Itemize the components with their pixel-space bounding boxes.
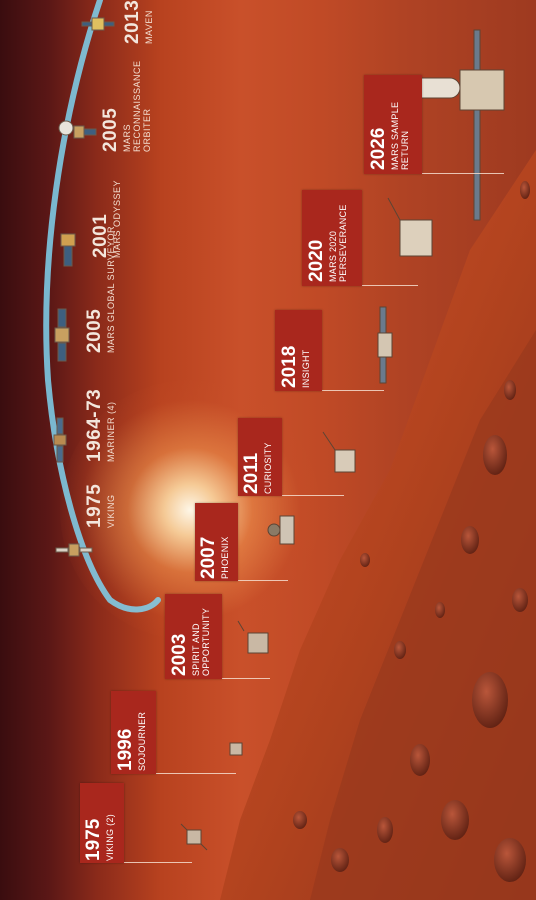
lander-label-viking: 1975 VIKING (2): [80, 783, 124, 863]
lander-name: MARS SAMPLE: [390, 101, 400, 170]
lander-label-spirit-opportunity: 2003 SPIRIT AND OPPORTUNITY: [165, 594, 222, 679]
lander-year: 2011: [241, 452, 262, 494]
lander-name: MARS 2020: [328, 230, 338, 282]
near-terrain: [310, 330, 536, 900]
orbiter-name: MAVEN: [144, 10, 154, 44]
lander-name: PERSEVERANCE: [338, 204, 348, 282]
leader-line: [238, 580, 288, 581]
orbiter-name: ORBITER: [142, 108, 152, 152]
lander-name: SOJOURNER: [137, 711, 147, 771]
leader-line: [222, 678, 270, 679]
lander-label-insight: 2018 INSIGHT: [275, 310, 322, 391]
orbiter-name: MARS: [122, 123, 132, 152]
orbiter-year: 1964-73: [84, 388, 105, 462]
leader-line: [156, 773, 236, 774]
lander-label-perseverance: 2020 MARS 2020 PERSEVERANCE: [302, 190, 362, 286]
leader-line: [124, 862, 192, 863]
orbiter-spacecraft: [53, 17, 115, 557]
lander-name: RETURN: [400, 130, 410, 170]
orbiter-label-maven: 2013 MAVEN: [122, 0, 154, 44]
lander-label-curiosity: 2011 CURIOSITY: [238, 418, 282, 496]
lander-label-phoenix: 2007 PHOENIX: [195, 503, 238, 581]
leader-line: [362, 285, 418, 286]
lander-year: 1975: [83, 818, 104, 861]
lander-year: 2026: [368, 127, 389, 170]
orbit-arc: [43, 0, 161, 613]
orbiter-name: RECONNAISSANCE: [132, 60, 142, 152]
lander-year: 2020: [306, 239, 327, 282]
lander-name: CURIOSITY: [263, 442, 273, 494]
orbiter-year: 2005: [100, 107, 121, 152]
leader-line: [422, 173, 504, 174]
lander-name: VIKING (2): [105, 813, 115, 861]
orbiter-name: MARS ODYSSEY: [112, 179, 122, 258]
lander-name: PHOENIX: [220, 536, 230, 579]
orbiter-label-viking: 1975 VIKING: [84, 484, 116, 528]
orbiter-name: MARINER (4): [106, 401, 116, 462]
rocks: [293, 181, 530, 882]
orbiter-label-mro: 2005 MARS RECONNAISSANCE ORBITER: [100, 60, 152, 152]
lander-name: INSIGHT: [301, 349, 311, 388]
lander-name: OPPORTUNITY: [201, 607, 211, 676]
lander-label-sojourner: 1996 SOJOURNER: [111, 691, 156, 774]
lander-name: SPIRIT AND: [191, 623, 201, 676]
lander-year: 2003: [169, 633, 190, 676]
lander-year: 2018: [279, 345, 300, 388]
orbiter-year: 1975: [84, 483, 105, 528]
lander-label-sample-return: 2026 MARS SAMPLE RETURN: [364, 75, 422, 174]
leader-line: [322, 390, 384, 391]
lander-year: 2007: [198, 536, 219, 579]
orbiter-year: 2001: [90, 213, 111, 258]
orbiter-label-mariner: 1964-73 MARINER (4): [84, 389, 116, 462]
leader-line: [282, 495, 344, 496]
orbiter-name: VIKING: [106, 494, 116, 528]
orbiter-year: 2013: [122, 0, 143, 44]
lander-year: 1996: [115, 728, 136, 771]
orbiter-label-odyssey: 2001 MARS ODYSSEY: [90, 180, 122, 258]
